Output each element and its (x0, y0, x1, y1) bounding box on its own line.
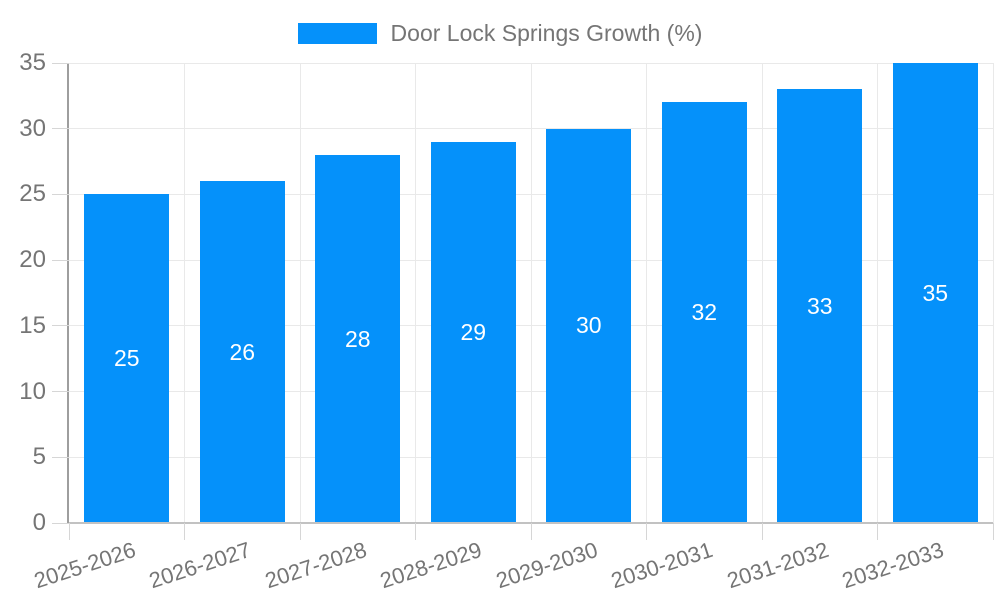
bar-value-label: 30 (575, 312, 602, 339)
y-axis-label: 35 (19, 49, 46, 76)
x-tick (530, 523, 532, 540)
y-tick (52, 325, 69, 327)
y-axis-label: 0 (32, 509, 46, 536)
y-tick (52, 193, 69, 195)
y-axis-label: 30 (19, 114, 46, 142)
legend-item[interactable]: Door Lock Springs Growth (%) (297, 19, 703, 47)
gridline-v (646, 63, 647, 523)
bar[interactable]: 30 (546, 128, 632, 523)
x-tick (646, 523, 647, 540)
y-axis-label: 5 (32, 443, 46, 471)
bar-value-label: 35 (922, 279, 949, 306)
x-tick (992, 523, 994, 540)
y-tick (52, 259, 69, 261)
x-tick (877, 523, 878, 540)
bar-value-label: 29 (460, 318, 487, 345)
bar[interactable]: 26 (199, 181, 285, 523)
bar[interactable]: 32 (661, 102, 747, 523)
x-tick (299, 523, 301, 540)
y-axis-line (67, 63, 69, 523)
y-tick (52, 391, 69, 393)
bar-value-label: 32 (691, 299, 718, 326)
y-axis-label: 10 (19, 377, 46, 405)
bar[interactable]: 29 (430, 141, 516, 523)
y-tick (52, 62, 69, 64)
legend-label: Door Lock Springs Growth (%) (390, 19, 703, 46)
gridline-v (877, 63, 878, 523)
bar[interactable]: 25 (84, 194, 170, 523)
legend-swatch (297, 22, 377, 44)
bar-value-label: 25 (113, 345, 140, 372)
legend: Door Lock Springs Growth (%) (0, 19, 1000, 47)
bar-value-label: 33 (806, 292, 833, 319)
gridline-v (992, 63, 994, 523)
y-axis-label: 20 (19, 246, 46, 274)
bar-value-label: 26 (229, 338, 256, 365)
x-tick (68, 523, 70, 540)
x-tick (184, 523, 185, 540)
y-tick (52, 128, 69, 130)
y-axis-label: 25 (19, 180, 46, 208)
gridline-v (761, 63, 763, 523)
bar[interactable]: 33 (777, 89, 863, 523)
bar-chart-plot: 25 26 28 29 30 32 33 35 (69, 62, 994, 523)
gridline-v (184, 63, 185, 523)
x-tick (761, 523, 763, 540)
bar[interactable]: 35 (892, 63, 978, 523)
bar[interactable]: 28 (315, 155, 401, 523)
y-tick (52, 456, 69, 458)
y-axis-label: 15 (19, 311, 46, 339)
gridline-v (530, 63, 532, 523)
gridline-v (299, 63, 301, 523)
bar-value-label: 28 (344, 325, 371, 352)
x-tick (415, 523, 416, 540)
y-tick (52, 522, 69, 524)
gridline-v (415, 63, 416, 523)
